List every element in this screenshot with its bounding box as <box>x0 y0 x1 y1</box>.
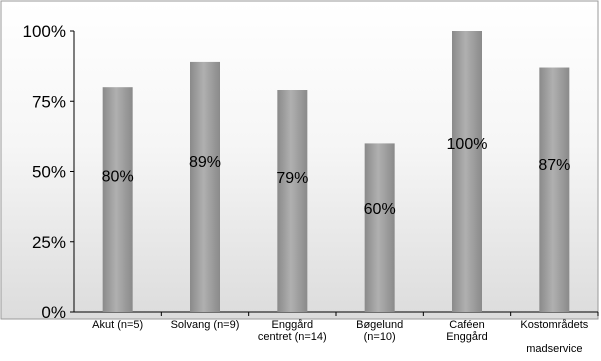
y-tick-label: 75% <box>32 92 66 111</box>
data-label: 100% <box>447 136 488 153</box>
axes <box>70 30 599 316</box>
bar <box>190 61 220 312</box>
y-tick-label: 25% <box>32 233 66 252</box>
data-label: 89% <box>189 154 221 171</box>
data-label: 60% <box>364 201 396 218</box>
x-tick-label: Akut (n=5) <box>92 319 143 331</box>
data-label: 79% <box>276 170 308 187</box>
y-tick-label: 100% <box>23 22 66 41</box>
data-label: 80% <box>102 169 134 186</box>
x-tick-label: Solvang (n=9) <box>171 319 240 331</box>
x-tick-label: Kostområdets madservice <box>520 319 588 355</box>
y-tick-label: 50% <box>32 163 66 182</box>
bars <box>102 31 570 312</box>
bar <box>452 31 482 312</box>
bar <box>277 90 308 312</box>
data-label: 87% <box>538 157 570 174</box>
x-tick-label: Enggård centret (n=14) <box>258 319 327 343</box>
bar <box>539 67 570 312</box>
x-tick-label: Caféen Enggård <box>446 319 488 343</box>
labels: 0% 25% 50% 75% 100% 80% Akut (n=5) 89% Solvang (… <box>23 22 589 355</box>
x-tick-label: Bøgelund (n=10) <box>356 319 403 343</box>
bar <box>364 143 395 312</box>
bar <box>102 87 133 312</box>
y-tick-label: 0% <box>41 303 66 322</box>
